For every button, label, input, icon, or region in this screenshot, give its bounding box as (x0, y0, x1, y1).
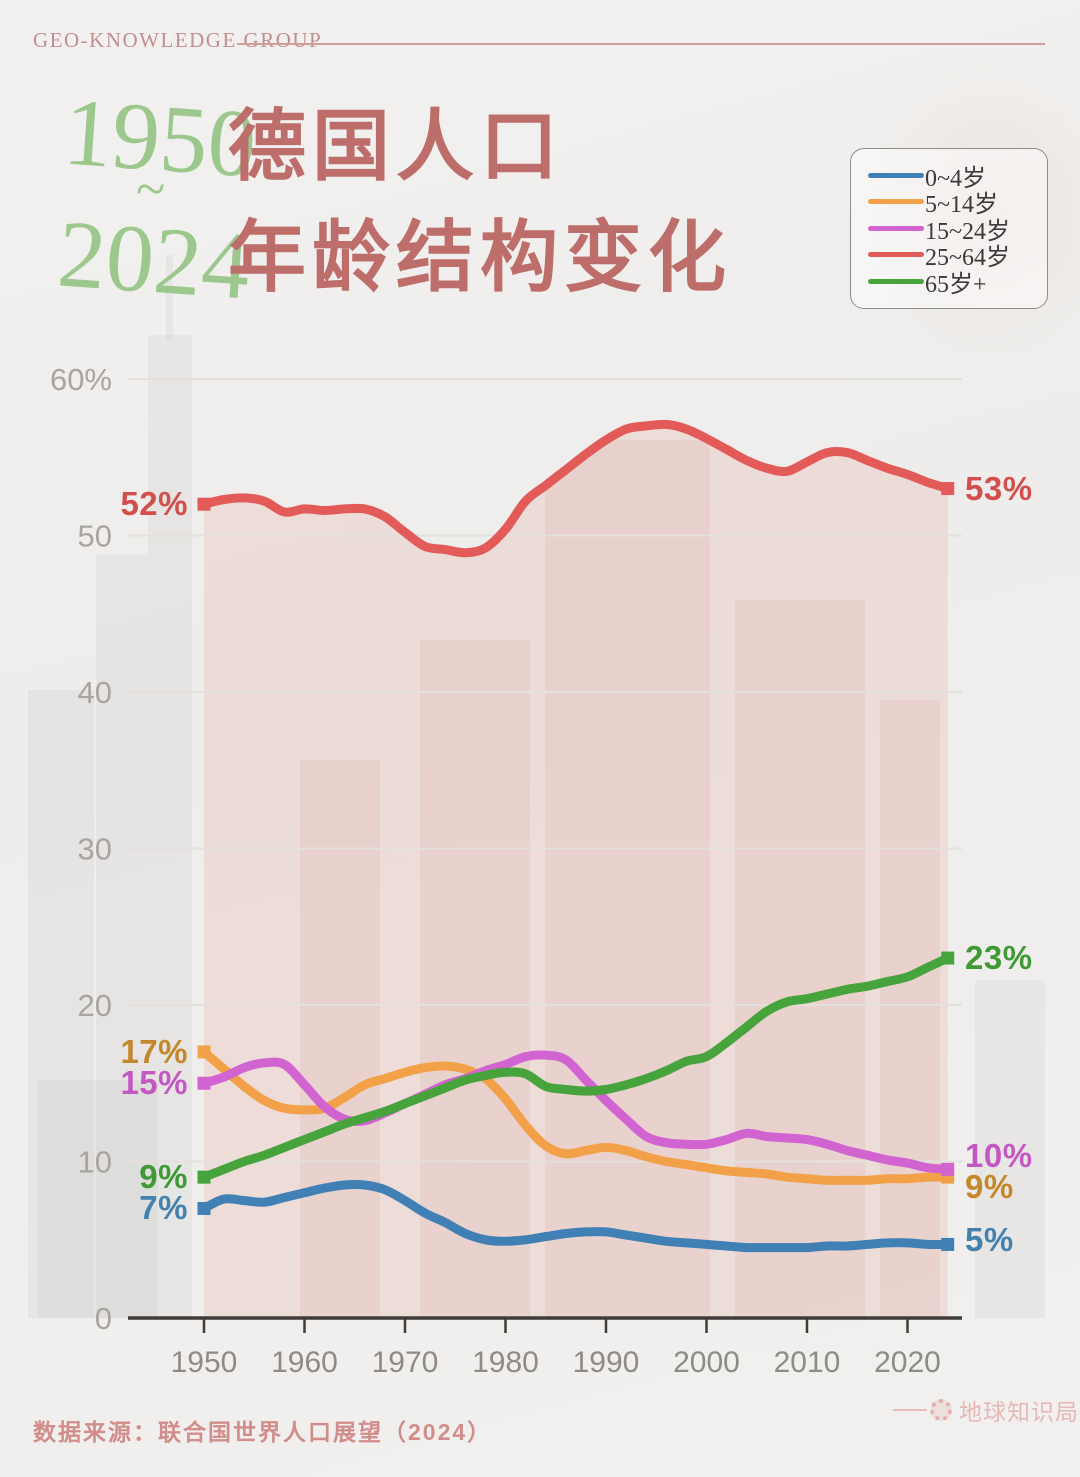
legend-swatch-icon (868, 172, 924, 178)
y-tick-label: 60% (50, 362, 112, 397)
start-value-label-5~14岁: 17% (120, 1032, 188, 1070)
end-value-label-65岁+: 23% (965, 939, 1033, 977)
y-tick-label: 0 (95, 1301, 112, 1336)
series-end-marker (197, 1201, 211, 1215)
series-end-marker (941, 482, 955, 496)
brand-logo-text: GEO-KNOWLEDGE GROUP (33, 28, 323, 52)
legend-swatch-icon (868, 225, 924, 231)
x-tick-label: 1990 (573, 1346, 640, 1379)
series-end-marker (197, 497, 211, 511)
legend-item-5~14岁: 5~14岁 (868, 189, 1047, 218)
y-tick-label: 30 (78, 832, 112, 867)
legend-item-0~4岁: 0~4岁 (868, 162, 1047, 192)
x-tick-label: 2000 (673, 1346, 740, 1379)
x-tick-label: 1980 (472, 1346, 539, 1379)
series-end-marker (197, 1170, 211, 1184)
page-title: 德国人口 年龄结构变化 (228, 92, 732, 314)
x-tick-label: 2010 (774, 1346, 841, 1379)
skyline-building-silhouette (975, 980, 1045, 1318)
start-value-label-0~4岁: 7% (139, 1189, 188, 1227)
legend-item-65岁+: 65岁+ (868, 268, 1047, 298)
page-title-line2: 年龄结构变化 (228, 213, 733, 301)
start-value-label-25~64岁: 52% (120, 485, 188, 523)
end-value-label-25~64岁: 53% (965, 469, 1033, 507)
legend-swatch-icon (868, 199, 924, 205)
series-end-marker (941, 951, 955, 965)
title-tilde: ~ (136, 159, 166, 219)
pink-skyline-watermark (300, 440, 940, 1318)
end-value-label-0~4岁: 5% (965, 1220, 1014, 1258)
header-rule (237, 43, 1045, 45)
series-end-marker (197, 1045, 211, 1059)
legend-swatch-icon (868, 278, 924, 284)
legend-label: 5~14岁 (925, 192, 998, 219)
x-tick-label: 1960 (271, 1346, 338, 1379)
data-source-note: 数据来源：联合国世界人口展望（2024） (33, 1419, 493, 1445)
legend-label: 15~24岁 (925, 218, 1010, 245)
end-value-label-15~24岁: 10% (965, 1136, 1033, 1174)
legend-label: 0~4岁 (925, 165, 986, 192)
skyline-building-silhouette (28, 690, 94, 1318)
legend-label: 65岁+ (925, 271, 987, 298)
footer-rule (893, 1409, 927, 1411)
title-year-to: 2024 (54, 199, 254, 320)
legend: 0~4岁 5~14岁 15~24岁 25~64岁 65岁+ (850, 148, 1048, 309)
x-tick-label: 1970 (372, 1346, 439, 1379)
series-line-25~64岁 (199, 419, 953, 558)
series-end-marker (941, 1237, 955, 1251)
legend-item-15~24岁: 15~24岁 (868, 215, 1047, 245)
x-tick-label: 1950 (171, 1346, 238, 1379)
start-value-label-15~24岁: 15% (120, 1064, 188, 1102)
y-tick-label: 10 (78, 1145, 112, 1180)
legend-swatch-icon (868, 252, 924, 258)
y-tick-label: 20 (78, 988, 112, 1023)
y-tick-label: 40 (78, 675, 112, 710)
series-line-65岁+ (199, 953, 953, 1182)
footer-brand: 地球知识局 (893, 1393, 1079, 1427)
footer-logo-text: 地球知识局 (959, 1399, 1079, 1425)
series-end-marker (941, 1162, 955, 1176)
legend-item-25~64岁: 25~64岁 (868, 242, 1047, 271)
series-line-15~24岁 (199, 1050, 953, 1174)
start-value-label-65岁+: 9% (139, 1158, 188, 1196)
skyline-building-silhouette (148, 335, 192, 1318)
y-tick-label: 50 (78, 519, 112, 554)
legend-label: 25~64岁 (925, 245, 1010, 272)
skyline-building-silhouette (38, 1080, 158, 1318)
page-title-line1: 德国人口 (228, 103, 565, 190)
series-end-marker (197, 1076, 211, 1090)
end-value-label-5~14岁: 9% (965, 1168, 1014, 1206)
globe-logo-icon (930, 1399, 952, 1421)
series-line-0~4岁 (199, 1180, 953, 1253)
skyline-building-silhouette (96, 555, 148, 1318)
x-tick-label: 2020 (874, 1346, 941, 1379)
skyline-building-silhouette (166, 255, 173, 340)
area-fill-under-25-64 (204, 424, 948, 1318)
